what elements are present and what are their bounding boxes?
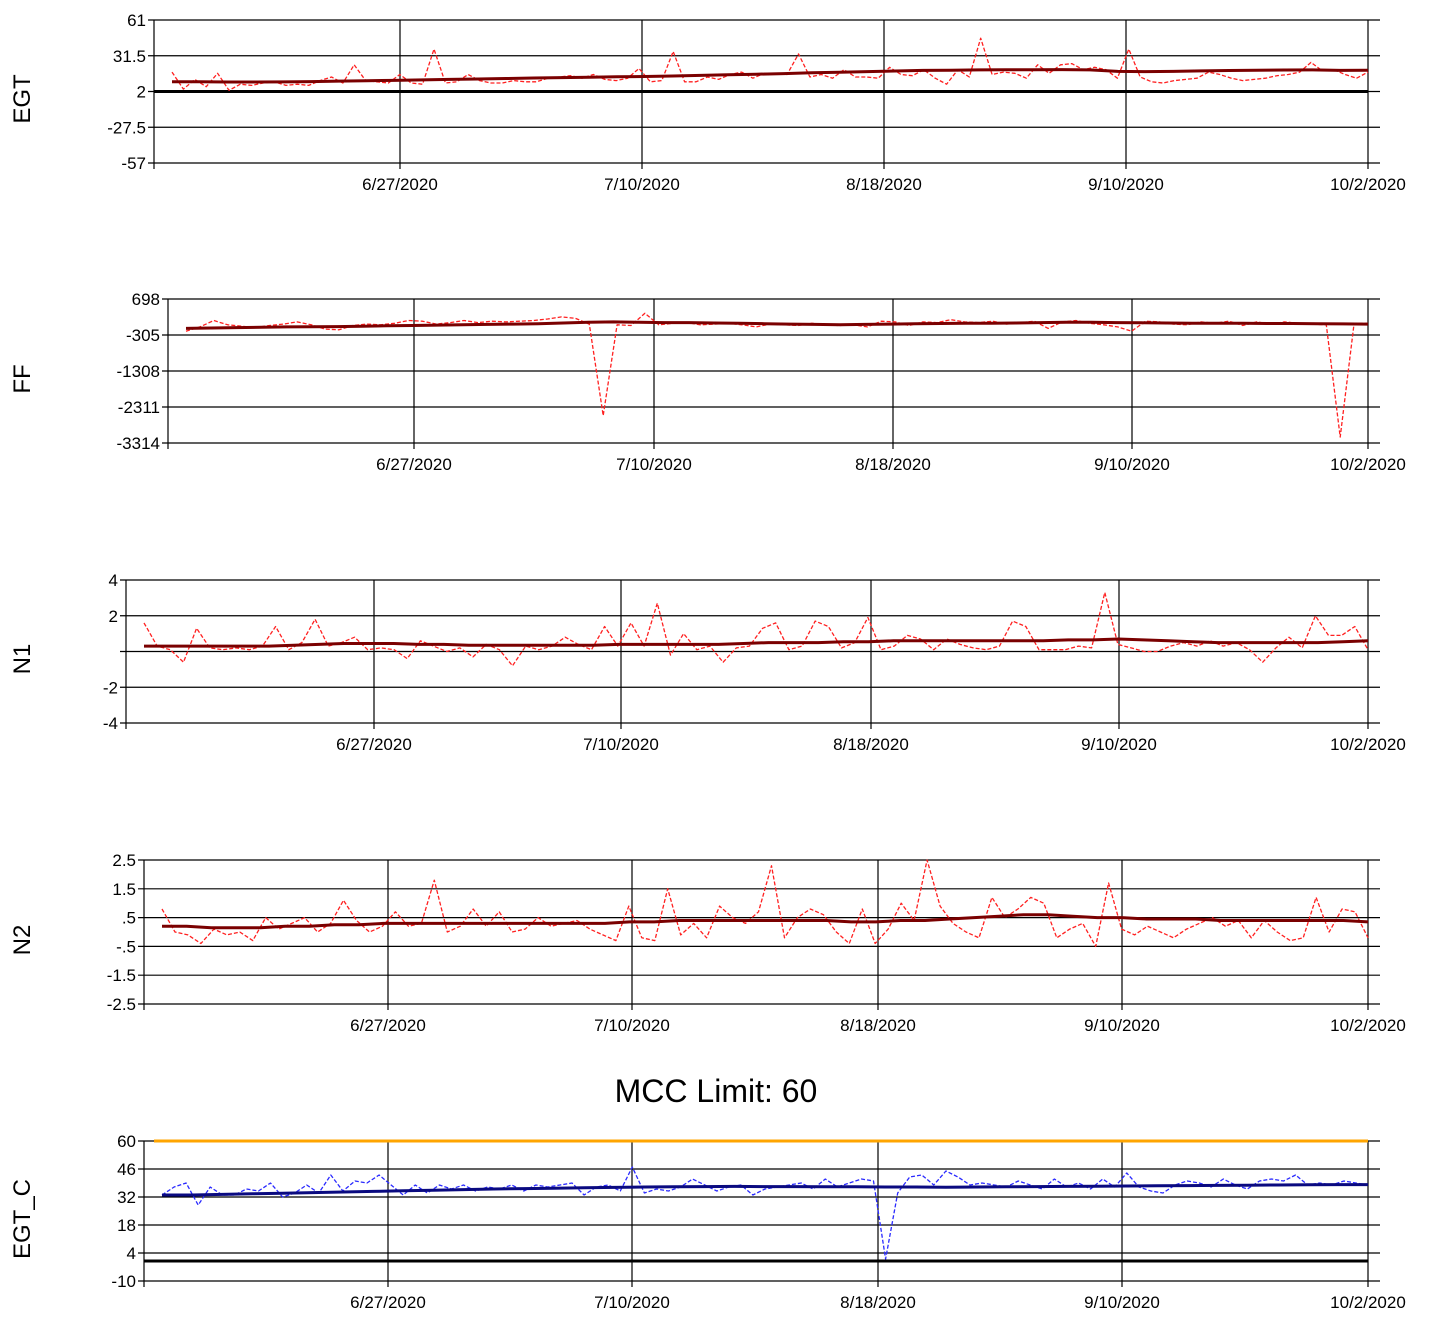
chart-5-xtick-label: 10/2/2020	[1330, 1293, 1406, 1312]
chart-2-xtick-label: 6/27/2020	[376, 455, 452, 474]
chart-3-ytick-label: 4	[109, 571, 118, 590]
chart-2-ytick-label: 698	[132, 290, 160, 309]
chart-2-xtick-label: 7/10/2020	[616, 455, 692, 474]
chart-1-ylabel: EGT	[9, 74, 36, 124]
chart-5-ylabel: EGT_C	[9, 1179, 36, 1259]
chart-2-xtick-label: 8/18/2020	[855, 455, 931, 474]
chart-3-xtick-label: 10/2/2020	[1330, 735, 1406, 754]
chart-4-xtick-label: 6/27/2020	[350, 1016, 426, 1035]
chart-2-ylabel: FF	[9, 364, 36, 393]
chart-5-ytick-label: 4	[127, 1244, 136, 1263]
chart-3-ytick-label: -4	[103, 714, 118, 733]
chart-1-xtick-label: 10/2/2020	[1330, 175, 1406, 194]
chart-5-xtick-label: 6/27/2020	[350, 1293, 426, 1312]
chart-1-ytick-label: -57	[121, 154, 146, 173]
chart-1-trend-line	[172, 68, 1369, 84]
chart-3-xtick-label: 9/10/2020	[1081, 735, 1157, 754]
chart-5-raw-line	[161, 1166, 1369, 1260]
chart-4-ytick-label: 2.5	[112, 851, 136, 870]
chart-2-ytick-label: -3314	[117, 434, 160, 453]
chart-5-ytick-label: -10	[111, 1272, 136, 1291]
chart-5-title: MCC Limit: 60	[615, 1073, 818, 1109]
chart-2-raw-line	[185, 312, 1368, 438]
chart-4-trend-line	[162, 913, 1369, 930]
chart-5-ytick-label: 18	[117, 1216, 136, 1235]
chart-2-ytick-label: -305	[126, 326, 160, 345]
chart-4-xtick-label: 8/18/2020	[840, 1016, 916, 1035]
chart-3-ytick-label: 2	[109, 607, 118, 626]
chart-2-ytick-label: -2311	[118, 398, 160, 417]
chart-3-ylabel: N1	[9, 644, 36, 675]
chart-1-xtick-label: 7/10/2020	[604, 175, 680, 194]
chart-5-ytick-label: 32	[117, 1188, 136, 1207]
chart-4-ylabel: N2	[9, 925, 36, 956]
chart-4-xtick-label: 10/2/2020	[1330, 1016, 1406, 1035]
chart-1-ytick-label: 61	[127, 11, 146, 30]
chart-4-raw-line	[161, 859, 1369, 948]
chart-1-xtick-label: 9/10/2020	[1088, 175, 1164, 194]
chart-1-xtick-label: 6/27/2020	[362, 175, 438, 194]
chart-1-raw-line	[171, 37, 1369, 91]
chart-4-ytick-label: .5	[122, 909, 136, 928]
chart-1-ytick-label: -27.5	[107, 118, 146, 137]
chart-5-ytick-label: 60	[117, 1132, 136, 1151]
chart-1-ytick-label: 2	[137, 83, 146, 102]
chart-3-raw-line	[143, 591, 1369, 667]
chart-5-xtick-label: 7/10/2020	[594, 1293, 670, 1312]
chart-5-xtick-label: 8/18/2020	[840, 1293, 916, 1312]
chart-2-ytick-label: -1308	[117, 362, 160, 381]
chart-4-ytick-label: -2.5	[107, 995, 136, 1014]
chart-1-xtick-label: 8/18/2020	[846, 175, 922, 194]
chart-2-trend-line	[185, 320, 1369, 330]
chart-3-trend-line	[144, 637, 1369, 648]
chart-4-xtick-label: 7/10/2020	[594, 1016, 670, 1035]
chart-3-xtick-label: 7/10/2020	[583, 735, 659, 754]
chart-5-trend-line	[162, 1183, 1368, 1197]
chart-4-xtick-label: 9/10/2020	[1084, 1016, 1160, 1035]
chart-3-xtick-label: 6/27/2020	[336, 735, 412, 754]
chart-2-xtick-label: 10/2/2020	[1330, 455, 1406, 474]
chart-4-ytick-label: -1.5	[107, 966, 136, 985]
chart-4-ytick-label: -.5	[116, 937, 136, 956]
chart-3-xtick-label: 8/18/2020	[833, 735, 909, 754]
chart-5-xtick-label: 9/10/2020	[1084, 1293, 1160, 1312]
chart-5-ytick-label: 46	[117, 1160, 136, 1179]
chart-4-ytick-label: 1.5	[112, 880, 136, 899]
chart-1-ytick-label: 31.5	[113, 47, 146, 66]
chart-3-ytick-label: -2	[103, 678, 118, 697]
chart-2-xtick-label: 9/10/2020	[1094, 455, 1170, 474]
